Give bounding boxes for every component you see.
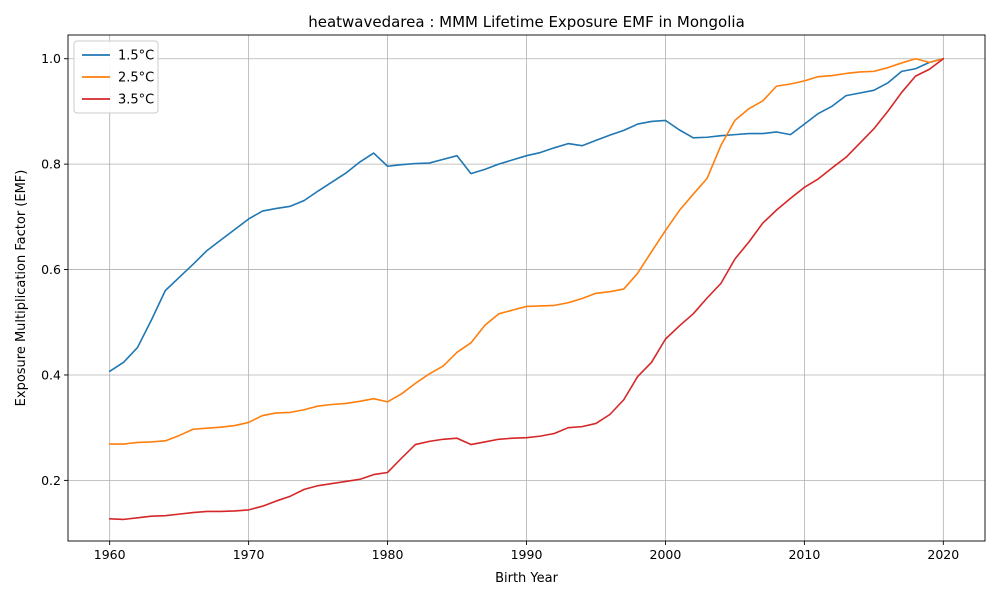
chart-title: heatwavedarea : MMM Lifetime Exposure EM…: [308, 13, 745, 31]
x-tick-label: 2010: [788, 547, 820, 562]
x-tick-label: 1960: [94, 547, 126, 562]
x-axis-label: Birth Year: [495, 571, 559, 586]
x-tick-label: 1990: [511, 547, 543, 562]
y-tick-label: 0.2: [41, 473, 61, 488]
series-line-0: [108, 57, 945, 373]
x-tick-label: 1970: [233, 547, 265, 562]
y-tick-label: 0.4: [41, 367, 61, 382]
legend: 1.5°C 2.5°C 3.5°C: [73, 40, 159, 114]
legend-entry-label: 2.5°C: [118, 71, 154, 86]
series-line-2: [108, 57, 945, 521]
legend-entry-label: 1.5°C: [118, 49, 154, 64]
legend-entry-label: 3.5°C: [118, 93, 154, 108]
series-line-1: [108, 57, 945, 445]
x-tick-label: 2000: [650, 547, 682, 562]
x-tick-label: 2020: [927, 547, 959, 562]
legend-box: [73, 40, 159, 114]
series-lines: [108, 57, 945, 521]
y-tick-label: 0.6: [41, 262, 61, 277]
y-tick-label: 0.8: [41, 157, 61, 172]
y-tick-label: 1.0: [41, 51, 61, 66]
x-tick-label: 1980: [372, 547, 404, 562]
x-axis-ticks: 1960 1970 1980 1990 2000 2010 2020: [94, 541, 959, 562]
y-axis-ticks: 0.2 0.4 0.6 0.8 1.0: [41, 51, 68, 488]
y-axis-label: Exposure Multiplication Factor (EMF): [14, 170, 29, 407]
grid: [68, 35, 985, 541]
